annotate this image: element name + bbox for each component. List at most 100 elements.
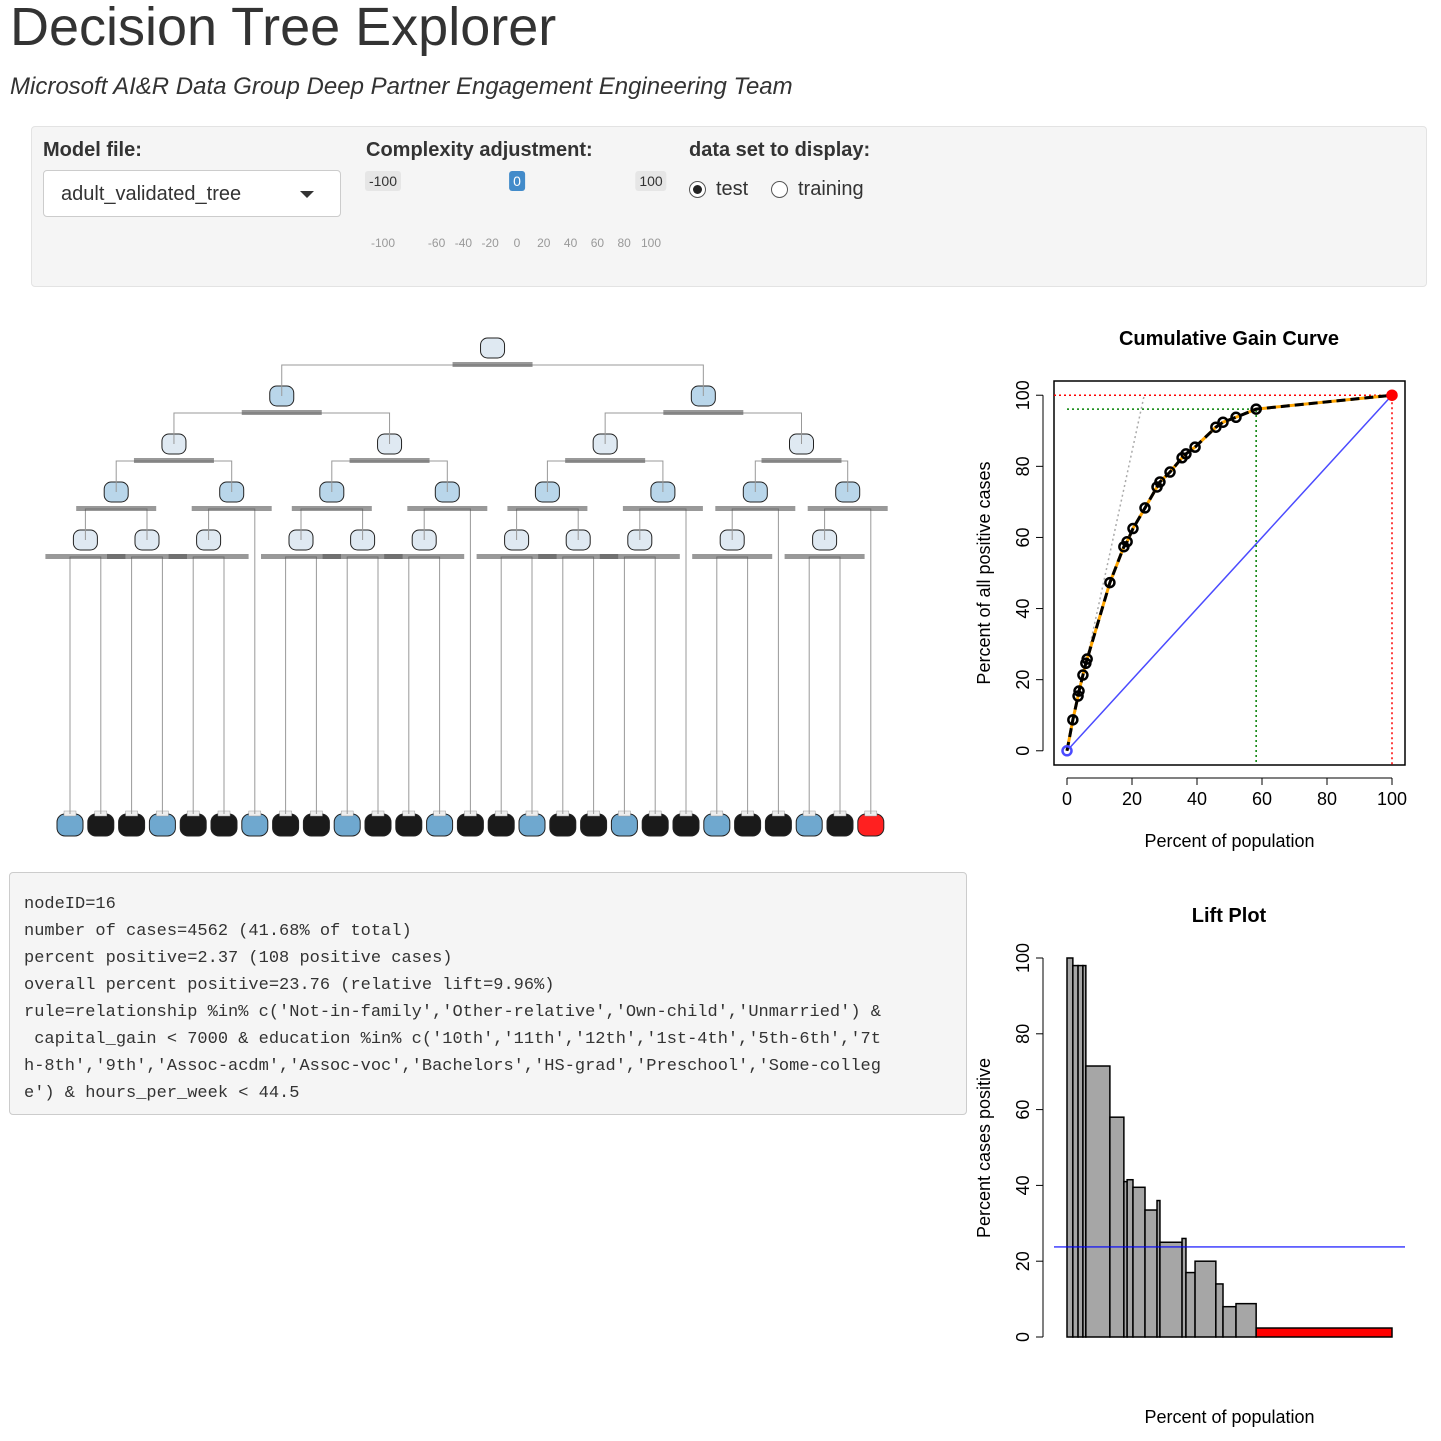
- gain-point: [1121, 535, 1133, 548]
- tree-leaf: [518, 813, 546, 837]
- tree-edge: [131, 556, 163, 814]
- page-title: Decision Tree Explorer: [10, 0, 557, 57]
- slider-max: 100: [635, 171, 667, 191]
- gain-point: [1164, 466, 1176, 478]
- gain-point: [1077, 669, 1089, 681]
- tree-leaf: [580, 813, 608, 837]
- y-tick-label: 40: [1013, 1175, 1033, 1195]
- gain-point: [1189, 441, 1201, 453]
- gain-point: [1081, 653, 1093, 665]
- lift-bar: [1072, 964, 1079, 1338]
- y-tick-label: 60: [1013, 1100, 1033, 1120]
- select-value: adult_validated_tree: [61, 183, 242, 205]
- x-axis-label: Percent of population: [1144, 1407, 1314, 1427]
- tree-edge: [808, 556, 841, 814]
- tree-leaf: [703, 813, 731, 837]
- tree-leaf: [764, 813, 792, 837]
- gain-point: [1386, 389, 1398, 401]
- split-label: [761, 458, 842, 463]
- lift-bar: [1066, 957, 1074, 1338]
- tree-leaf: [426, 813, 454, 837]
- y-axis-label: Percent cases positive: [974, 1058, 994, 1238]
- caret: [300, 191, 314, 198]
- tree-leaf: [734, 813, 762, 837]
- lift-bar: [1085, 1065, 1111, 1338]
- tree-edge: [500, 556, 533, 814]
- lift-bar: [1126, 1178, 1134, 1338]
- y-tick-label: 40: [1013, 599, 1033, 619]
- split-label: [692, 554, 773, 559]
- slider-tick-label: -100: [370, 236, 396, 250]
- slider-min: -100: [364, 171, 402, 191]
- slider-tick-label: 20: [537, 236, 551, 250]
- gain-point: [1061, 745, 1073, 757]
- tree-edge: [173, 412, 391, 444]
- split-label: [407, 506, 488, 511]
- complexity-label: Complexity adjustment:: [366, 139, 593, 161]
- y-tick-label: 0: [1013, 746, 1033, 756]
- y-tick-label: 0: [1013, 1332, 1033, 1342]
- radio-option[interactable]: test: [689, 178, 748, 201]
- tree-edge: [623, 556, 656, 814]
- tree-leaf: [610, 813, 638, 837]
- slider-tick-label: -20: [481, 236, 499, 250]
- lift-bar: [1215, 1283, 1224, 1338]
- tree-leaf: [87, 813, 115, 837]
- radio-label: test: [716, 178, 749, 200]
- x-tick-label: 20: [1122, 789, 1142, 809]
- tree-leaf: [118, 813, 146, 837]
- tree-edge: [546, 460, 664, 492]
- split-label: [349, 458, 430, 463]
- y-tick-label: 60: [1013, 527, 1033, 547]
- slider-tick-label: 40: [563, 236, 578, 250]
- model-file-select[interactable]: adult_validated_tree: [43, 170, 341, 217]
- gain-point: [1230, 411, 1242, 424]
- guide-line: [1067, 408, 1257, 765]
- radio-button[interactable]: [771, 181, 788, 199]
- slider-tick-label: 0: [513, 236, 521, 250]
- split-label: [715, 506, 796, 511]
- split-label: [45, 554, 126, 559]
- lift-bar: [1222, 1305, 1237, 1338]
- slider-tick-label: 100: [640, 236, 662, 250]
- tree-edge: [754, 460, 849, 492]
- tree-edge: [192, 556, 225, 814]
- subtitle: Microsoft AI&R Data Group Deep Partner E…: [10, 73, 793, 100]
- tree-leaf: [56, 813, 84, 837]
- lift-bar: [1235, 1302, 1257, 1338]
- radio-button[interactable]: [689, 181, 706, 199]
- model-file-label: Model file:: [43, 139, 142, 161]
- info-line: number of cases=4562 (41.68% of total): [24, 922, 412, 941]
- tree-leaf: [672, 813, 700, 837]
- info-line: rule=relationship %in% c('Not-in-family'…: [24, 1003, 881, 1022]
- x-tick-label: 0: [1062, 789, 1072, 809]
- x-tick-label: 60: [1252, 789, 1272, 809]
- tree-edge: [716, 556, 749, 814]
- tree-leaf: [364, 813, 392, 837]
- split-label: [599, 554, 680, 559]
- tree-edge: [281, 364, 704, 396]
- slider-tick-label: 80: [617, 236, 631, 250]
- split-label: [565, 458, 646, 463]
- tree-leaf: [487, 813, 515, 837]
- gain-point: [1139, 502, 1151, 514]
- split-label: [133, 458, 214, 463]
- x-axis-label: Percent of population: [1144, 831, 1314, 851]
- tree-leaf: [549, 813, 577, 837]
- y-tick-label: 20: [1013, 1251, 1033, 1271]
- gain-point: [1154, 476, 1166, 488]
- tree-leaf: [333, 813, 361, 837]
- info-line: e') & hours_per_week < 44.5: [24, 1084, 300, 1103]
- radio-label: training: [798, 178, 864, 200]
- tree-leaf: [641, 813, 669, 837]
- tree-node: [480, 337, 506, 359]
- split-label: [191, 506, 272, 511]
- lift-bar: [1185, 1271, 1196, 1338]
- split-label: [76, 506, 157, 511]
- split-label: [784, 554, 865, 559]
- radio-option[interactable]: training: [771, 178, 864, 201]
- info-line: h-8th','9th','Assoc-acdm','Assoc-voc','B…: [24, 1057, 881, 1076]
- dataset-label: data set to display:: [689, 139, 871, 161]
